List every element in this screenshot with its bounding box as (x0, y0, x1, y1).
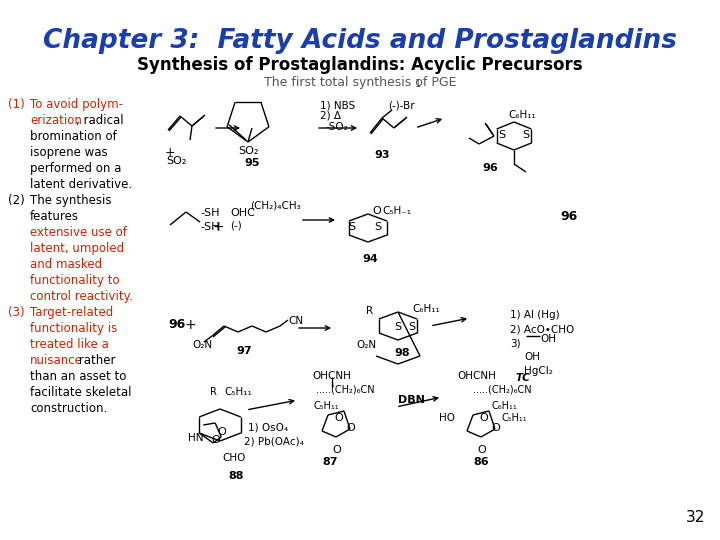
Text: -SH: -SH (200, 208, 220, 218)
Text: S: S (408, 322, 415, 332)
Text: 1) OsO₄: 1) OsO₄ (248, 423, 288, 433)
Text: HO: HO (439, 413, 455, 423)
Text: S: S (522, 130, 529, 140)
Text: 95: 95 (244, 158, 259, 168)
Text: SO₂: SO₂ (238, 146, 258, 156)
Text: 88: 88 (228, 471, 243, 481)
Text: O: O (491, 423, 500, 433)
Text: and masked: and masked (30, 258, 102, 271)
Text: Synthesis of Prostaglandins: Acyclic Precursors: Synthesis of Prostaglandins: Acyclic Pre… (138, 56, 582, 74)
Text: latent, umpoled: latent, umpoled (30, 242, 124, 255)
Text: 97: 97 (236, 346, 251, 356)
Text: C₅H₋₁: C₅H₋₁ (382, 206, 411, 216)
Text: 1: 1 (415, 79, 421, 89)
Text: 1) Al (Hg): 1) Al (Hg) (510, 310, 559, 320)
Text: control reactivity.: control reactivity. (30, 290, 132, 303)
Text: 96: 96 (560, 210, 577, 223)
Text: (CH₂)₄CH₃: (CH₂)₄CH₃ (250, 200, 301, 210)
Text: nuisance: nuisance (30, 354, 83, 367)
Text: CHO: CHO (222, 453, 246, 463)
Text: O: O (332, 445, 341, 455)
Text: R: R (366, 306, 373, 316)
Text: 32: 32 (685, 510, 705, 525)
Text: functionality to: functionality to (30, 274, 120, 287)
Text: TC: TC (515, 373, 530, 383)
Text: OHCNH: OHCNH (457, 371, 496, 381)
Text: performed on a: performed on a (30, 162, 122, 175)
Text: features: features (30, 210, 79, 223)
Text: +: + (212, 220, 224, 234)
Text: than an asset to: than an asset to (30, 370, 127, 383)
Text: S: S (394, 322, 401, 332)
Text: C₅H₁₁: C₅H₁₁ (224, 387, 252, 397)
Text: DBN: DBN (398, 395, 425, 405)
Text: S: S (374, 222, 381, 232)
Text: HgCl₂: HgCl₂ (524, 366, 553, 376)
Text: C₆H₁₁: C₆H₁₁ (508, 110, 536, 120)
Text: erization: erization (30, 114, 82, 127)
Text: .....(CH₂)₆CN: .....(CH₂)₆CN (473, 385, 531, 395)
Text: 2) AcO•CHO: 2) AcO•CHO (510, 324, 575, 334)
Text: O: O (477, 445, 486, 455)
Text: functionality is: functionality is (30, 322, 117, 335)
Text: 2) Pb(OAc)₄: 2) Pb(OAc)₄ (244, 437, 304, 447)
Text: OHCNH: OHCNH (312, 371, 351, 381)
Text: O: O (346, 423, 355, 433)
Text: C₅H₁₁: C₅H₁₁ (501, 413, 526, 423)
Text: 94: 94 (362, 254, 378, 264)
Text: OHC: OHC (230, 208, 255, 218)
Text: treated like a: treated like a (30, 338, 109, 351)
Text: OH: OH (524, 352, 540, 362)
Text: S: S (348, 222, 355, 232)
Text: 96: 96 (482, 163, 498, 173)
Text: (2): (2) (8, 194, 24, 207)
Text: 86: 86 (473, 457, 489, 467)
Text: C₆H₁₁: C₆H₁₁ (491, 401, 517, 411)
Text: facilitate skeletal: facilitate skeletal (30, 386, 132, 399)
Text: C₆H₁₁: C₆H₁₁ (412, 304, 440, 314)
Text: HN: HN (188, 433, 204, 443)
Text: 2) Δ: 2) Δ (320, 111, 341, 121)
Text: O: O (372, 206, 381, 216)
Text: O: O (479, 413, 487, 423)
Text: To avoid polym-: To avoid polym- (30, 98, 123, 111)
Text: O₂N: O₂N (192, 340, 212, 350)
Text: , radical: , radical (76, 114, 124, 127)
Text: 87: 87 (322, 457, 338, 467)
Text: O₂N: O₂N (356, 340, 376, 350)
Text: rather: rather (75, 354, 115, 367)
Text: O: O (211, 435, 220, 445)
Text: SO₂: SO₂ (166, 156, 186, 166)
Text: O: O (217, 427, 226, 437)
Text: +: + (165, 146, 175, 159)
Text: construction.: construction. (30, 402, 107, 415)
Text: (-): (-) (230, 220, 242, 230)
Text: bromination of: bromination of (30, 130, 117, 143)
Text: C₅H₁₁: C₅H₁₁ (314, 401, 340, 411)
Text: isoprene was: isoprene was (30, 146, 107, 159)
Text: 1) NBS: 1) NBS (320, 100, 355, 110)
Text: -SH: -SH (200, 222, 220, 232)
Text: (-)-Br: (-)-Br (388, 100, 415, 110)
Text: (1): (1) (8, 98, 24, 111)
Text: 96: 96 (168, 318, 185, 331)
Text: OH: OH (540, 334, 556, 344)
Text: S: S (498, 130, 505, 140)
Text: Chapter 3:  Fatty Acids and Prostaglandins: Chapter 3: Fatty Acids and Prostaglandin… (43, 28, 677, 54)
Text: 93: 93 (374, 150, 390, 160)
Text: O: O (334, 413, 343, 423)
Text: Target-related: Target-related (30, 306, 113, 319)
Text: 3): 3) (510, 338, 521, 348)
Text: extensive use of: extensive use of (30, 226, 127, 239)
Text: -SO₂: -SO₂ (326, 122, 348, 132)
Text: CN: CN (288, 316, 303, 326)
Text: R: R (210, 387, 217, 397)
Text: The synthesis: The synthesis (30, 194, 112, 207)
Text: (3): (3) (8, 306, 24, 319)
Text: +: + (185, 318, 197, 332)
Text: .....(CH₂)₆CN: .....(CH₂)₆CN (316, 385, 374, 395)
Text: 98: 98 (394, 348, 410, 358)
Text: latent derivative.: latent derivative. (30, 178, 132, 191)
Text: The first total synthesis of PGE: The first total synthesis of PGE (264, 76, 456, 89)
